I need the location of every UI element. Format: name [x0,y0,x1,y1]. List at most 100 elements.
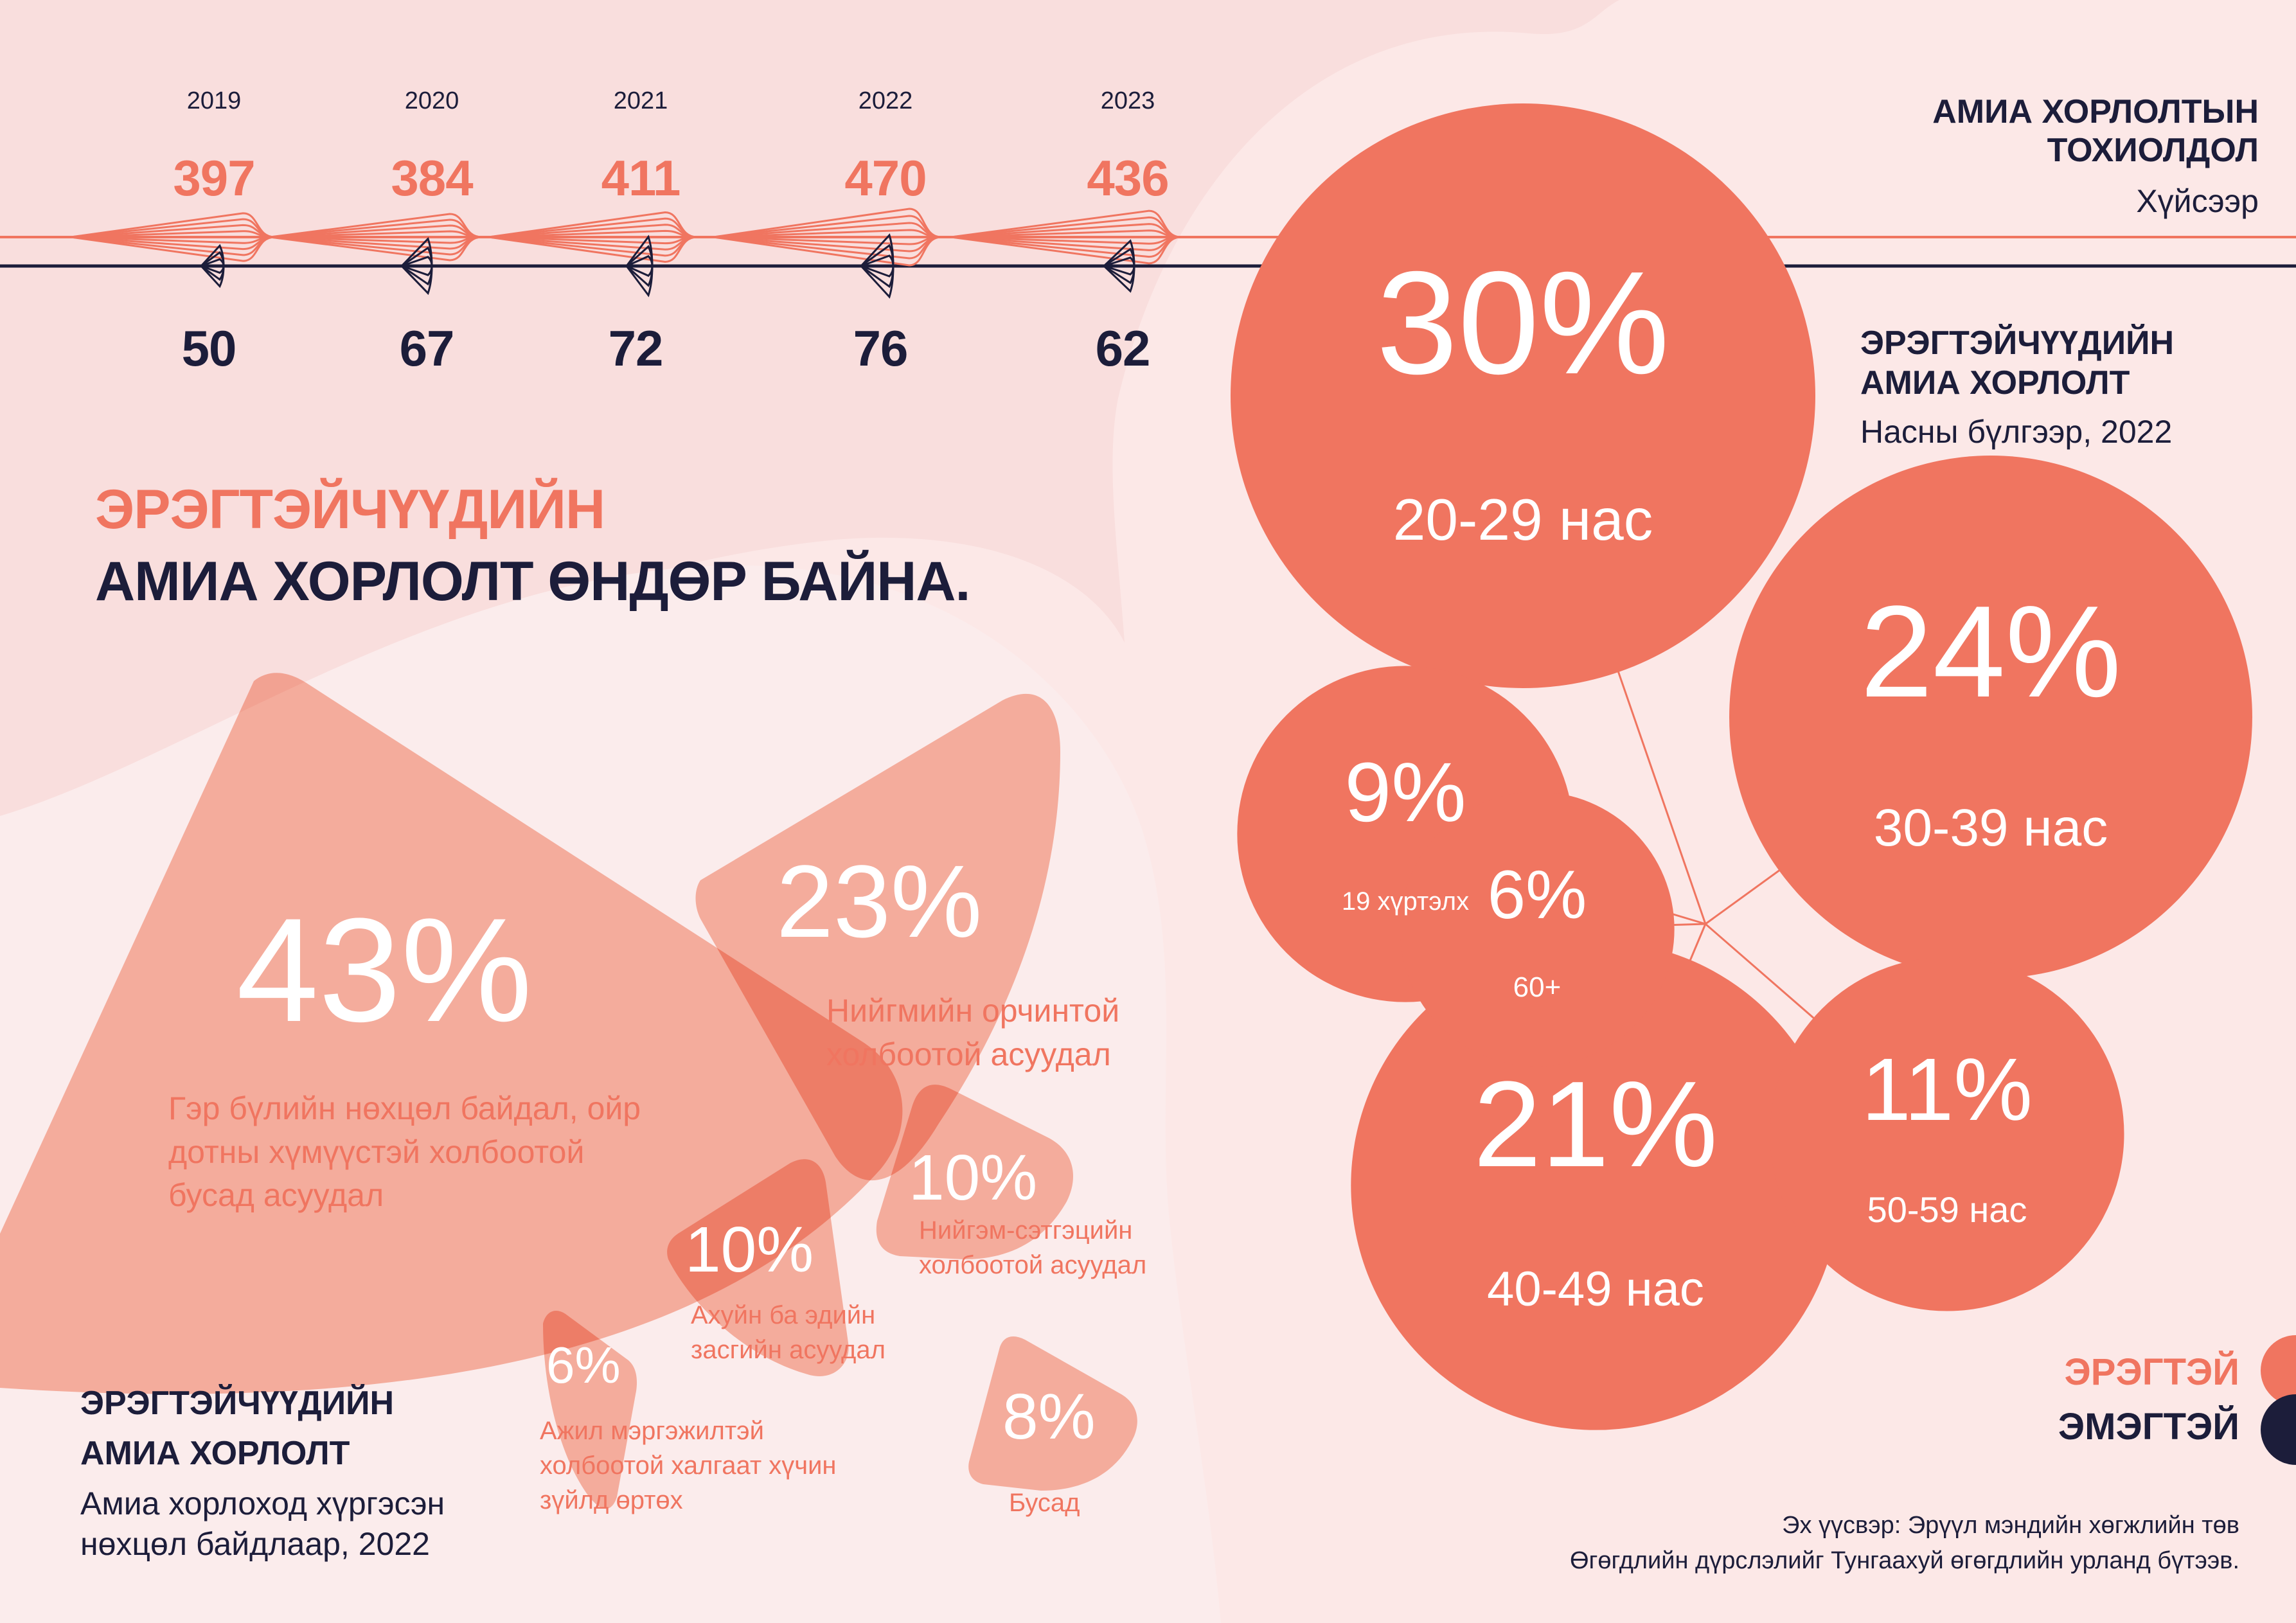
age-bubble-30-39 нас [1729,456,2252,979]
causes-title-line1: ЭРЭГТЭЙЧҮҮДИЙН [80,1385,395,1422]
cause-label-line: Бусад [1009,1489,1080,1517]
female-cone-2021 [625,235,654,297]
causes-title-line2: АМИА ХОРЛОЛТ [80,1435,350,1472]
source-line1: Эх үүсвэр: Эрүүл мэндийн хөгжлийн төв [1782,1512,2239,1539]
causes-subtitle-line2: нөхцөл байдлаар, 2022 [80,1526,430,1562]
timeline-year: 2022 [858,87,913,114]
timeline-female-value: 50 [181,320,237,377]
female-cone-2023 [1103,239,1135,293]
timeline-title-line1: АМИА ХОРЛОЛТЫН [1932,93,2259,130]
timeline-year: 2020 [404,87,459,114]
male-fan-strand [269,236,483,262]
cause-label-line: зүйлд өртөх [540,1486,683,1514]
male-fan-2022 [713,208,942,267]
female-cone-strand [626,255,654,267]
male-fan-2019 [70,212,276,262]
cause-label-line: Нийгэм-сэтгэцийн [919,1216,1133,1245]
cause-label: Нийгэм-сэтгэцийн холбоотой асуудал [919,1213,1146,1282]
cause-label: Нийгмийн орчинтой холбоотой асуудал [826,989,1119,1076]
age-bubble-percent: 11% [1862,1040,2033,1140]
background-blob-top-left [0,0,1619,816]
cause-label-line: Гэр бүлийн нөхцөл байдал, ойр [168,1090,641,1126]
male-fan-strand [713,236,942,267]
cause-label: Ажил мэргэжилтэй холбоотой халгаат хүчин з… [540,1414,837,1518]
cause-label: Гэр бүлийн нөхцөл байдал, ойр дотны хүмүү… [168,1087,641,1218]
female-cone-strand [860,254,894,267]
cause-label-line: холбоотой халгаат хүчин [540,1451,837,1480]
cause-percent: 10% [685,1214,814,1286]
male-fan-2021 [488,211,698,263]
timeline-female-value: 76 [853,320,909,377]
cause-percent: 43% [236,887,533,1052]
headline-line2: АМИА ХОРЛОЛТ ӨНДӨР БАЙНА. [95,551,970,612]
timeline-year: 2019 [186,87,242,114]
female-cone-strand [200,265,225,288]
age-bubble-60+ [1400,792,1675,1067]
source-line2: Өгөгдлийн дүрслэлийг Тунгаахуй өгөгдлийн… [1569,1547,2239,1574]
female-cone-strand [860,265,894,299]
timeline-female-value: 72 [608,320,664,377]
female-cone-strand [401,256,433,267]
age-bubble-percent: 24% [1860,578,2122,725]
cause-shape-2 [695,693,1060,1181]
cause-shape-6 [968,1336,1137,1491]
age-bubble-percent: 6% [1487,856,1587,934]
female-cone-strand [400,265,433,296]
causes-subtitle-line1: Амиа хорлоход хүргэсэн [80,1486,445,1521]
cause-label-line: бусад асуудал [168,1177,384,1213]
age-bubble-20-29 нас [1231,103,1815,688]
cause-label: Бусад [1009,1486,1080,1520]
age-bubble-label: 40-49 нас [1487,1261,1704,1317]
age-bubble-40-49 нас [1351,941,1840,1430]
cause-label-line: Ахуйн ба эдийн [691,1301,876,1329]
cause-percent: 10% [909,1142,1038,1214]
female-cone-2019 [200,244,225,288]
timeline-year: 2023 [1100,87,1155,114]
timeline-male-value: 397 [173,150,255,206]
age-bubble-label: 19 хүртэлх [1341,887,1470,916]
legend-female-label: ЭМЭГТЭЙ [2058,1406,2239,1448]
male-fan-strand [70,236,276,262]
timeline-male-value: 411 [601,150,681,206]
cause-label-line: Ажил мэргэжилтэй [540,1417,764,1445]
female-cone-2020 [400,236,433,296]
age-bubble-50-59 нас [1770,957,2124,1311]
timeline-year: 2021 [613,87,668,114]
timeline-male-value: 470 [844,150,927,206]
cause-shape-1 [0,673,903,1394]
female-cone-strand [625,265,654,297]
legend-male-label: ЭРЭГТЭЙ [2064,1351,2239,1393]
age-bubble-percent: 9% [1344,745,1466,840]
female-cone-2022 [860,233,894,299]
timeline-male-value: 436 [1087,150,1169,206]
timeline-title-line2: ТОХИОЛДОЛ [2047,132,2259,169]
age-bubble-percent: 21% [1473,1056,1718,1193]
cause-shape-5 [543,1311,637,1509]
age-bubble-label: 60+ [1513,971,1562,1004]
cause-label-line: холбоотой асуудал [919,1251,1147,1279]
cause-shape-3 [876,1085,1073,1259]
cause-label-line: холбоотой асуудал [826,1036,1111,1072]
age-subtitle: Насны бүлгээр, 2022 [1860,414,2173,450]
age-title-line2: АМИА ХОРЛОЛТ [1860,364,2130,402]
cause-percent: 8% [1002,1381,1096,1453]
female-cone-strand [1103,256,1135,267]
cause-label-line: засгийн асуудал [691,1336,885,1364]
male-fan-2023 [950,209,1182,265]
timeline-male-value: 384 [391,150,473,206]
age-bubble-label: 20-29 нас [1393,488,1653,553]
age-bubble-percent: 30% [1376,241,1670,405]
age-title-line1: ЭРЭГТЭЙЧҮҮДИЙН [1860,324,2175,362]
headline-line1: ЭРЭГТЭЙЧҮҮДИЙН [95,479,605,540]
cause-percent: 23% [776,844,983,959]
cause-label-line: Нийгмийн орчинтой [826,993,1120,1029]
timeline-female-value: 67 [399,320,455,377]
timeline-female-value: 62 [1095,320,1151,377]
cause-label-line: дотны хүмүүстэй холбоотой [168,1133,585,1170]
cause-percent: 6% [546,1336,621,1394]
cause-label: Ахуйн ба эдийн засгийн асуудал [691,1298,885,1367]
male-fan-strand [950,236,1182,265]
female-cone-strand [1103,265,1135,293]
age-bubble-label: 50-59 нас [1867,1189,2027,1230]
